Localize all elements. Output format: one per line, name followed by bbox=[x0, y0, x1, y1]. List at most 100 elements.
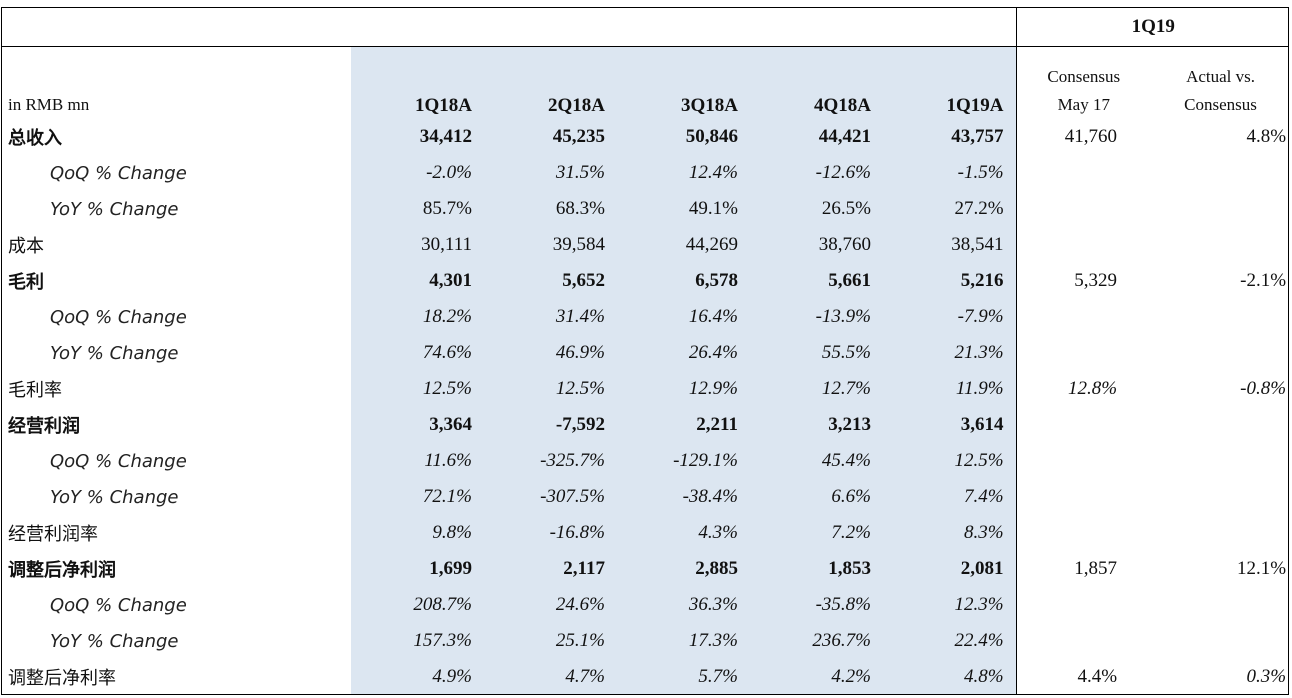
unit-label: in RMB mn bbox=[2, 46, 351, 119]
consensus-header-line1: Consensus bbox=[1047, 67, 1121, 86]
row-label: YoY % Change bbox=[50, 342, 179, 364]
actual-vs-consensus-header: Actual vs. Consensus bbox=[1151, 46, 1288, 119]
value-cell: 4,301 bbox=[351, 263, 484, 299]
header-row-columns: in RMB mn 1Q18A 2Q18A 3Q18A 4Q18A 1Q19A … bbox=[2, 46, 1288, 119]
consensus-header: Consensus May 17 bbox=[1015, 46, 1152, 119]
actual-vs-consensus-cell bbox=[1151, 335, 1288, 371]
table-row: YoY % Change 85.7% 68.3% 49.1% 26.5% 27.2% bbox=[2, 191, 1288, 227]
row-label: YoY % Change bbox=[50, 630, 179, 652]
value-cell: 18.2% bbox=[351, 299, 484, 335]
value-cell: 11.6% bbox=[351, 443, 484, 479]
actual-vs-consensus-cell bbox=[1151, 155, 1288, 191]
value-cell: -16.8% bbox=[484, 515, 617, 551]
consensus-cell bbox=[1015, 479, 1152, 515]
value-cell: 72.1% bbox=[351, 479, 484, 515]
actual-vs-consensus-cell bbox=[1151, 443, 1288, 479]
value-cell: 22.4% bbox=[883, 623, 1017, 659]
value-cell: 26.4% bbox=[617, 335, 750, 371]
table-row: 毛利 4,301 5,652 6,578 5,661 5,216 5,329 -2.1% bbox=[2, 263, 1288, 299]
value-cell: 39,584 bbox=[484, 227, 617, 263]
value-cell: 74.6% bbox=[351, 335, 484, 371]
value-cell: 4.3% bbox=[617, 515, 750, 551]
consensus-cell bbox=[1015, 443, 1152, 479]
table-row: 调整后净利润 1,699 2,117 2,885 1,853 2,081 1,857 12.1… bbox=[2, 551, 1288, 587]
value-cell: 3,213 bbox=[750, 407, 883, 443]
actual-vs-consensus-cell bbox=[1151, 191, 1288, 227]
value-cell: -7,592 bbox=[484, 407, 617, 443]
value-cell: 3,614 bbox=[883, 407, 1017, 443]
table-row: 成本 30,111 39,584 44,269 38,760 38,541 bbox=[2, 227, 1288, 263]
value-cell: 1,853 bbox=[750, 551, 883, 587]
value-cell: 5.7% bbox=[617, 659, 750, 694]
value-cell: 30,111 bbox=[351, 227, 484, 263]
period-header-2q18a: 2Q18A bbox=[484, 46, 617, 119]
row-label: 毛利 bbox=[8, 272, 44, 293]
value-cell: 208.7% bbox=[351, 587, 484, 623]
consensus-cell bbox=[1015, 587, 1152, 623]
value-cell: 85.7% bbox=[351, 191, 484, 227]
value-cell: 2,885 bbox=[617, 551, 750, 587]
value-cell: -1.5% bbox=[883, 155, 1017, 191]
header-row-top: 1Q19 bbox=[2, 8, 1288, 47]
table-row: YoY % Change 72.1% -307.5% -38.4% 6.6% 7.4% bbox=[2, 479, 1288, 515]
row-label: 毛利率 bbox=[8, 380, 62, 401]
row-label: YoY % Change bbox=[50, 198, 179, 220]
actual-vs-consensus-cell bbox=[1151, 515, 1288, 551]
value-cell: 45,235 bbox=[484, 119, 617, 155]
actual-vs-consensus-cell bbox=[1151, 299, 1288, 335]
actual-vs-consensus-cell: 4.8% bbox=[1246, 126, 1287, 147]
value-cell: 4.7% bbox=[484, 659, 617, 694]
value-cell: -7.9% bbox=[883, 299, 1017, 335]
value-cell: 7.4% bbox=[883, 479, 1017, 515]
actual-vs-consensus-cell bbox=[1151, 227, 1288, 263]
table-row: QoQ % Change 11.6% -325.7% -129.1% 45.4% 12.5… bbox=[2, 443, 1288, 479]
table-row: QoQ % Change 18.2% 31.4% 16.4% -13.9% -7.9% bbox=[2, 299, 1288, 335]
value-cell: 5,216 bbox=[883, 263, 1017, 299]
value-cell: 2,081 bbox=[883, 551, 1017, 587]
value-cell: 4.8% bbox=[883, 659, 1017, 694]
consensus-cell bbox=[1015, 155, 1152, 191]
value-cell: 157.3% bbox=[351, 623, 484, 659]
value-cell: 17.3% bbox=[617, 623, 750, 659]
row-label: QoQ % Change bbox=[50, 306, 187, 328]
value-cell: 6,578 bbox=[617, 263, 750, 299]
row-label: QoQ % Change bbox=[50, 594, 187, 616]
value-cell: 43,757 bbox=[883, 119, 1017, 155]
value-cell: 8.3% bbox=[883, 515, 1017, 551]
table-row: 毛利率 12.5% 12.5% 12.9% 12.7% 11.9% 12.8% -0.8% bbox=[2, 371, 1288, 407]
value-cell: 31.5% bbox=[484, 155, 617, 191]
consensus-cell bbox=[1015, 191, 1152, 227]
value-cell: -13.9% bbox=[750, 299, 883, 335]
value-cell: 38,760 bbox=[750, 227, 883, 263]
value-cell: 21.3% bbox=[883, 335, 1017, 371]
value-cell: 46.9% bbox=[484, 335, 617, 371]
value-cell: -12.6% bbox=[750, 155, 883, 191]
value-cell: 24.6% bbox=[484, 587, 617, 623]
value-cell: 1,699 bbox=[351, 551, 484, 587]
value-cell: -129.1% bbox=[617, 443, 750, 479]
row-label: 总收入 bbox=[8, 128, 62, 149]
value-cell: 9.8% bbox=[351, 515, 484, 551]
value-cell: 236.7% bbox=[750, 623, 883, 659]
actual-vs-consensus-cell: -0.8% bbox=[1240, 378, 1287, 399]
value-cell: 2,117 bbox=[484, 551, 617, 587]
financial-summary-table: 1Q19 in RMB mn 1Q18A 2Q18A 3Q18A 4Q18A 1… bbox=[1, 7, 1289, 695]
table-row: YoY % Change 74.6% 46.9% 26.4% 55.5% 21.3% bbox=[2, 335, 1288, 371]
row-label: YoY % Change bbox=[50, 486, 179, 508]
value-cell: 45.4% bbox=[750, 443, 883, 479]
value-cell: 12.3% bbox=[883, 587, 1017, 623]
value-cell: 5,652 bbox=[484, 263, 617, 299]
value-cell: 12.5% bbox=[351, 371, 484, 407]
value-cell: 12.4% bbox=[617, 155, 750, 191]
actual-vs-consensus-cell bbox=[1151, 407, 1288, 443]
consensus-cell: 5,329 bbox=[1015, 263, 1152, 299]
consensus-cell bbox=[1015, 407, 1152, 443]
value-cell: -307.5% bbox=[484, 479, 617, 515]
actual-vs-consensus-cell bbox=[1151, 623, 1288, 659]
value-cell: 12.7% bbox=[750, 371, 883, 407]
value-cell: 49.1% bbox=[617, 191, 750, 227]
consensus-cell bbox=[1015, 623, 1152, 659]
value-cell: -35.8% bbox=[750, 587, 883, 623]
consensus-cell bbox=[1015, 227, 1152, 263]
consensus-header-line2: May 17 bbox=[1057, 95, 1110, 114]
